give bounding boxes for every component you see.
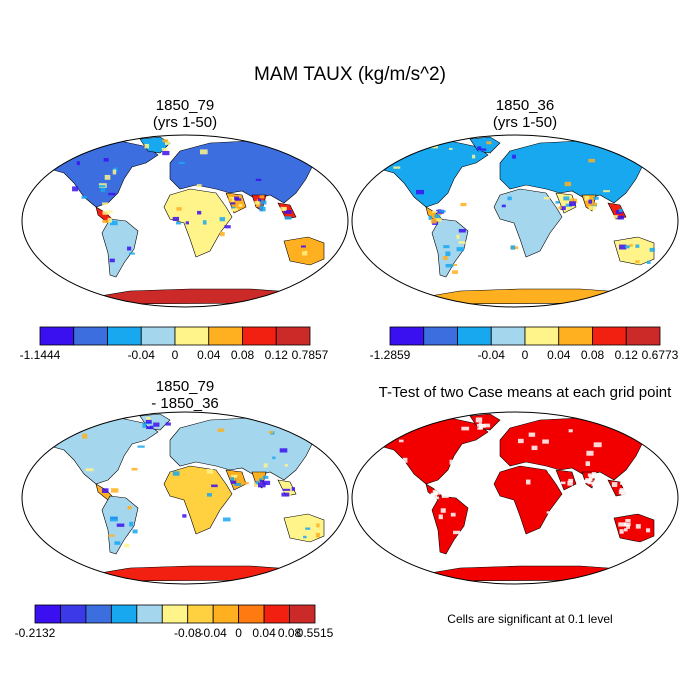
- colorbar-tick-label: 0.04: [547, 348, 571, 362]
- panel3-title-line2: - 1850_36: [151, 395, 219, 412]
- panel2-title: 1850_36 (yrs 1-50): [350, 97, 700, 131]
- colorbar-tick-label: -0.08: [174, 626, 202, 640]
- map-panel-1850-36: [351, 134, 679, 308]
- colorbar-tick-label: 0.04: [197, 348, 221, 362]
- panel3-title: 1850_79 - 1850_36: [20, 378, 350, 412]
- land-group: [377, 136, 655, 305]
- map-panel-difference: [21, 411, 349, 585]
- panel4-title: T-Test of two Case means at each grid po…: [350, 384, 700, 401]
- land-group: [377, 413, 655, 582]
- colorbar-tick-label: 0.08: [581, 348, 605, 362]
- panel1-title-line2: (yrs 1-50): [152, 114, 218, 131]
- land-group: [47, 413, 325, 582]
- panel2-title-line1: 1850_36: [495, 97, 555, 114]
- land-group: [47, 136, 325, 305]
- figure-title: MAM TAUX (kg/m/s^2): [254, 64, 446, 85]
- colorbar-tick-label: -0.04: [128, 348, 156, 362]
- colorbar-tick-label: 0.5515: [297, 626, 334, 640]
- map-panel-1850-79: [21, 134, 349, 308]
- colorbar-tick-label: 0: [235, 626, 242, 640]
- panel2-title-line2: (yrs 1-50): [492, 114, 558, 131]
- colorbar-tick-label: 0.6773: [642, 348, 679, 362]
- panel4-title-line1: T-Test of two Case means at each grid po…: [378, 384, 672, 401]
- map-panel-ttest: [351, 411, 679, 585]
- panel3-title-line1: 1850_79: [155, 378, 215, 395]
- colorbar-tick-label: -1.2859: [370, 348, 411, 362]
- panel1-title: 1850_79 (yrs 1-50): [20, 97, 350, 131]
- colorbar-1850-79: -1.1444 -0.04 0 0.04 0.08 0.12 0.7857: [20, 326, 329, 362]
- colorbar-tick-label: -0.04: [478, 348, 506, 362]
- colorbar-tick-label: 0.04: [252, 626, 276, 640]
- colorbar-tick-label: -0.04: [200, 626, 228, 640]
- colorbar-tick-label: 0: [172, 348, 179, 362]
- colorbar-tick-label: 0.12: [615, 348, 639, 362]
- colorbar-tick-label: 0: [522, 348, 529, 362]
- colorbar-tick-label: 0.12: [265, 348, 289, 362]
- colorbar-tick-label: -0.2132: [15, 626, 56, 640]
- colorbar-1850-36: -1.2859 -0.04 0 0.04 0.08 0.12 0.6773: [370, 326, 679, 362]
- colorbar-tick-label: -1.1444: [20, 348, 61, 362]
- panel1-title-line1: 1850_79: [155, 97, 215, 114]
- significance-note: Cells are significant at 0.1 level: [447, 612, 613, 626]
- colorbar-tick-label: 0.08: [278, 626, 302, 640]
- colorbar-difference: -0.2132 -0.08-0.04 0 0.04 0.080.5515: [15, 604, 334, 640]
- colorbar-tick-label: 0.7857: [292, 348, 329, 362]
- colorbar-tick-label: 0.08: [231, 348, 255, 362]
